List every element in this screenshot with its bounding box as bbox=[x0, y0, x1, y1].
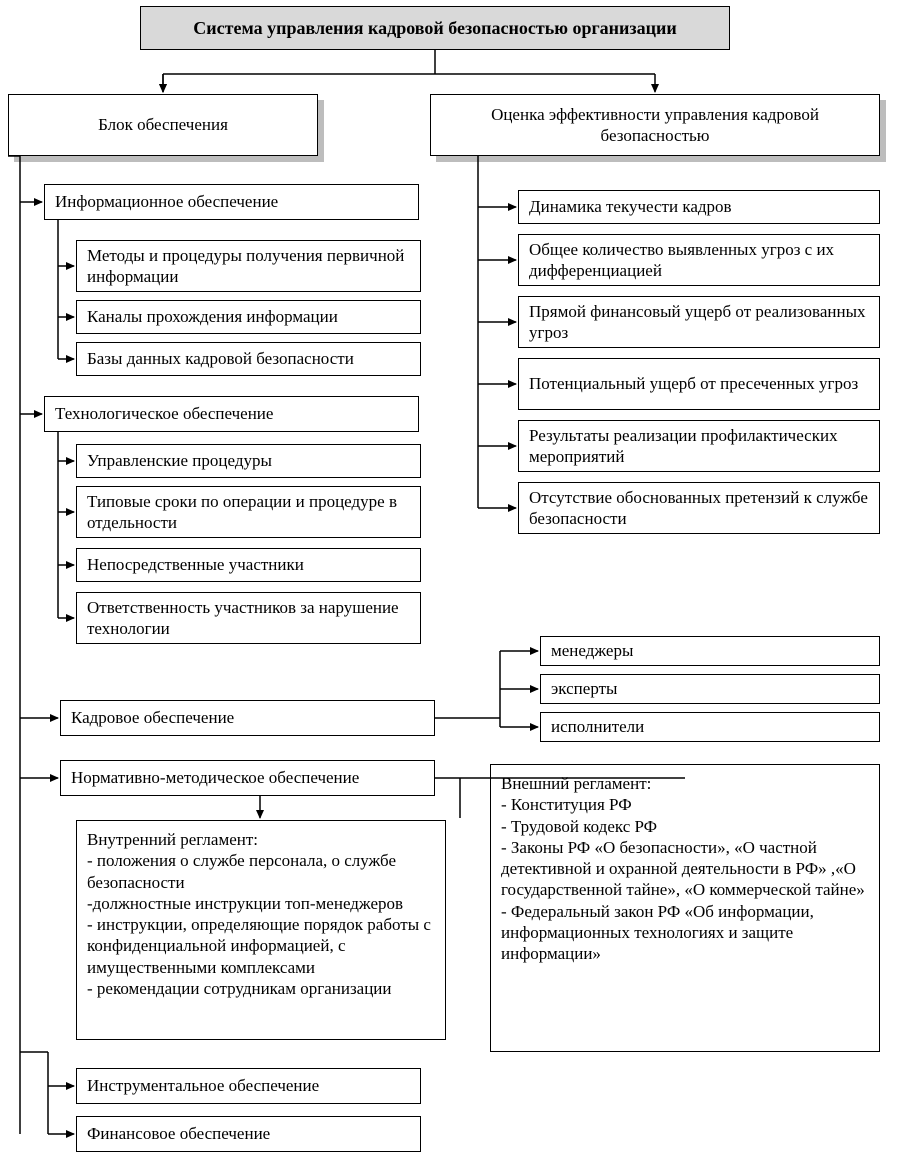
kadr-group: Кадровое обеспечение bbox=[60, 700, 435, 736]
eval-item-4: Результаты реализации профилактических м… bbox=[518, 420, 880, 472]
norm-group: Нормативно-методическое обеспечение bbox=[60, 760, 435, 796]
tech-item-1: Типовые сроки по операции и процедуре в … bbox=[76, 486, 421, 538]
fin-group: Финансовое обеспечение bbox=[76, 1116, 421, 1152]
info-item-1: Каналы прохождения информации bbox=[76, 300, 421, 334]
external-regulation: Внешний регламент: - Конституция РФ - Тр… bbox=[490, 764, 880, 1052]
tech-item-0: Управленские процедуры bbox=[76, 444, 421, 478]
eval-item-2: Прямой финансовый ущерб от реализованных… bbox=[518, 296, 880, 348]
tech-item-2: Непосредственные участники bbox=[76, 548, 421, 582]
info-group: Информационное обеспечение bbox=[44, 184, 419, 220]
info-item-2: Базы данных кадровой безопасности bbox=[76, 342, 421, 376]
eval-item-1: Общее количество выявленных угроз с их д… bbox=[518, 234, 880, 286]
right-header: Оценка эффективности управления кадровой… bbox=[430, 94, 880, 156]
tech-item-3: Ответственность участников за нарушение … bbox=[76, 592, 421, 644]
instr-group: Инструментальное обеспечение bbox=[76, 1068, 421, 1104]
title-box: Система управления кадровой безопасность… bbox=[140, 6, 730, 50]
role-0: менеджеры bbox=[540, 636, 880, 666]
role-2: исполнители bbox=[540, 712, 880, 742]
diagram-canvas: Система управления кадровой безопасность… bbox=[0, 0, 909, 1175]
info-item-0: Методы и процедуры получения первичной и… bbox=[76, 240, 421, 292]
left-header: Блок обеспечения bbox=[8, 94, 318, 156]
eval-item-3: Потенциальный ущерб от пресеченных угроз bbox=[518, 358, 880, 410]
tech-group: Технологическое обеспечение bbox=[44, 396, 419, 432]
eval-item-5: Отсутствие обоснованных претензий к служ… bbox=[518, 482, 880, 534]
internal-regulation: Внутренний регламент: - положения о служ… bbox=[76, 820, 446, 1040]
role-1: эксперты bbox=[540, 674, 880, 704]
eval-item-0: Динамика текучести кадров bbox=[518, 190, 880, 224]
